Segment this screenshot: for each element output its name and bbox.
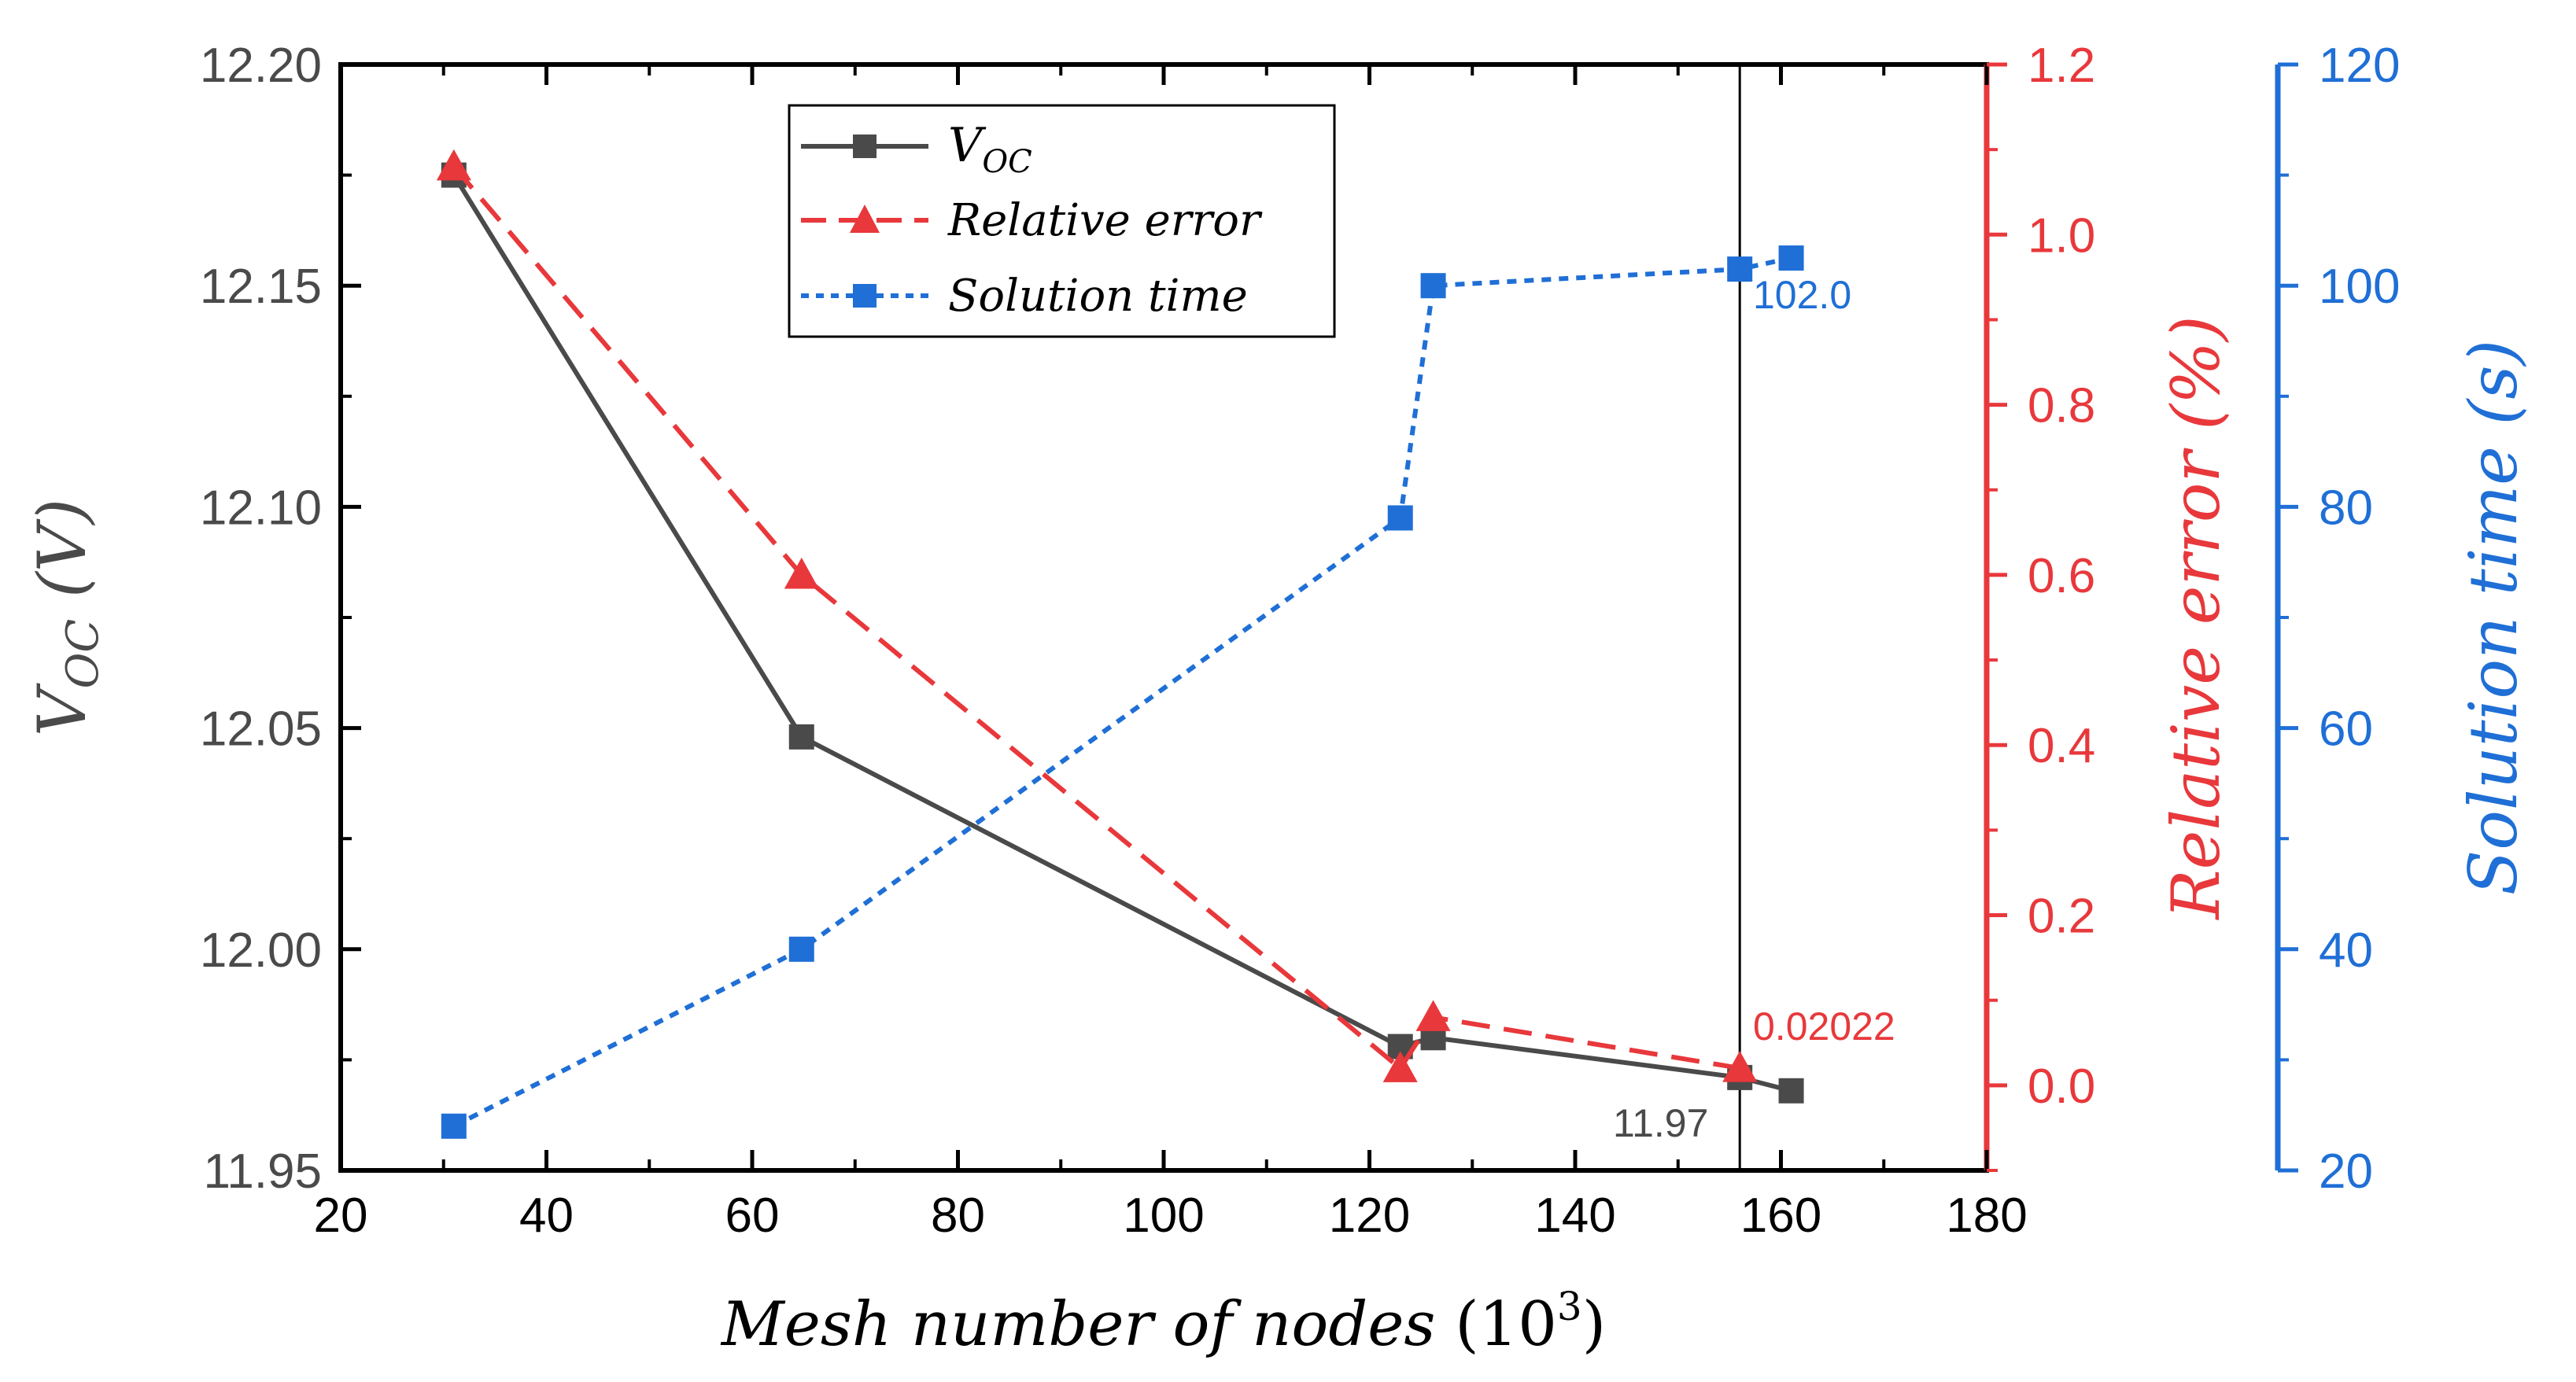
y-left-tick-label: 12.05 [200,702,322,757]
annotation-voc: 11.97 [1613,1101,1708,1145]
x-axis-title-exp: 3 [1557,1284,1582,1329]
y-left-tick-label: 12.10 [200,481,322,535]
y-right2-tick-label: 120 [2319,39,2400,93]
x-tick-label: 60 [725,1189,780,1243]
data-point-square [1778,245,1804,271]
x-tick-label: 100 [1123,1189,1204,1243]
y-axis-title-relative-error: Relative error (%) [2157,315,2235,920]
legend-label-solution-time: Solution time [948,271,1248,322]
series-line-1 [452,164,1740,1072]
y-right1-tick-label: 0.6 [2028,549,2095,603]
y-left-tick-label: 12.15 [200,260,322,314]
legend: VOC Relative error Solution time [788,104,1336,338]
y-left-tick-label: 12.20 [200,39,322,93]
y-axis-title-solution-time: Solution time (s) [2455,340,2532,895]
data-point-square [1387,505,1413,531]
x-axis-title-main: Mesh number of nodes [720,1289,1455,1360]
y-right2-tick-label: 60 [2319,702,2373,757]
series-line-2 [452,256,1792,1129]
data-point-triangle [1722,1050,1758,1082]
x-tick-label: 180 [1946,1189,2027,1243]
series-layer [436,64,1804,1170]
data-point-triangle [436,149,471,181]
data-point-square [1727,256,1753,282]
y-right2-tick-label: 20 [2319,1144,2373,1199]
x-tick-label: 120 [1329,1189,1410,1243]
y-right1-tick-label: 0.4 [2028,719,2095,773]
y-left-title-main: V [24,683,101,736]
x-axis-title-unit: (10 [1455,1289,1557,1360]
y-right1-tick-label: 1.0 [2028,208,2095,263]
x-tick-label: 40 [519,1189,574,1243]
annotation-solution-time: 102.0 [1753,273,1851,317]
x-tick-label: 20 [314,1189,368,1243]
y-left-tick-label: 12.00 [200,923,322,978]
x-axis-title-close: ) [1582,1289,1606,1360]
data-point-triangle [784,557,819,589]
x-tick-label: 140 [1534,1189,1615,1243]
y-right1-tick-label: 0.2 [2028,890,2095,944]
y-right1-tick-label: 0.0 [2028,1060,2095,1114]
legend-marker-solution-time [853,284,877,308]
y-right1-tick-label: 0.8 [2028,379,2095,433]
legend-label-relative-error: Relative error [947,195,1263,246]
legend-marker-relative-error [850,205,880,233]
data-point-triangle [1415,1000,1451,1031]
y-right2-tick-label: 40 [2319,923,2373,978]
legend-voc-sub: OC [982,144,1032,180]
annotation-relative-error: 0.02022 [1753,1004,1895,1048]
data-point-square [441,1113,467,1139]
legend-marker-voc [853,135,877,158]
y-right2-tick-label: 100 [2319,260,2400,314]
x-tick-label: 80 [931,1189,985,1243]
data-point-square [788,936,814,962]
y-axis-title-left: VOC (V) [24,499,109,736]
y-left-title-sub: OC [57,619,109,689]
x-tick-label: 160 [1740,1189,1821,1243]
y-right1-tick-label: 1.2 [2028,39,2095,93]
legend-voc-main: V [948,118,987,173]
data-point-square [1778,1078,1804,1104]
y-left-title-unit: (V) [24,499,101,619]
legend-label-voc: VOC [948,118,1032,180]
data-point-triangle [1382,1051,1418,1082]
tick-layer: 20 40 60 80 100 120 140 160 180 11.95 12.00 12.05 12… [200,39,2401,1243]
data-point-square [1420,273,1446,299]
data-point-square [788,724,814,750]
y-left-tick-label: 11.95 [203,1144,322,1199]
y-right2-tick-label: 80 [2319,481,2373,535]
x-axis-title: Mesh number of nodes (103) [720,1284,1606,1360]
